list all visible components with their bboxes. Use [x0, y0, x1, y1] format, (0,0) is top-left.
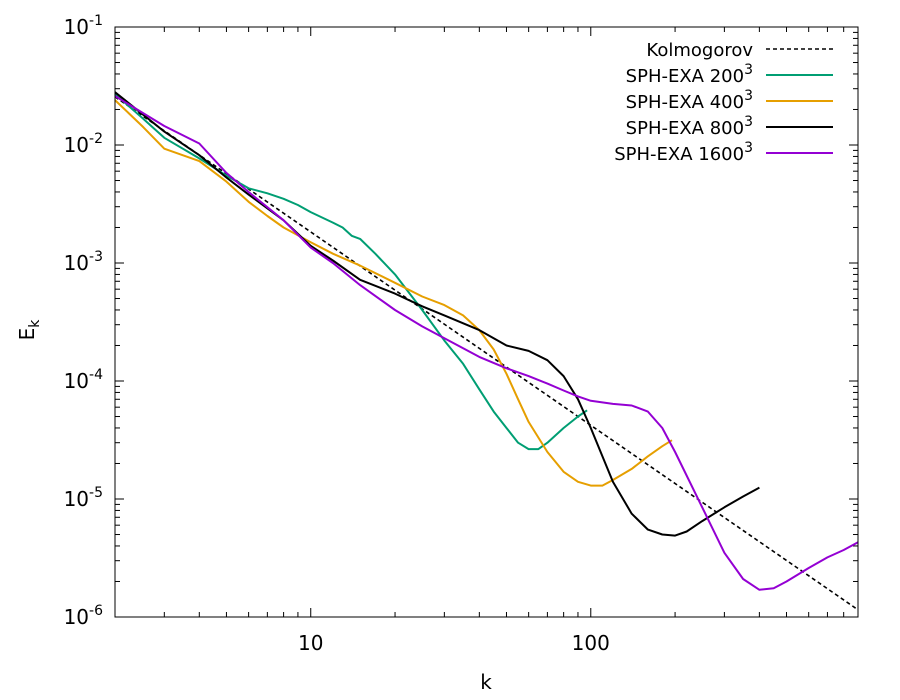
- y-tick-label-base: 10: [64, 15, 89, 39]
- y-tick-label-exp: -1: [89, 13, 103, 29]
- x-tick-label: 10: [298, 631, 323, 655]
- legend-label-sup: 3: [744, 88, 753, 104]
- x-tick-label: 100: [572, 631, 610, 655]
- legend-label-base: Kolmogorov: [646, 40, 753, 61]
- y-tick-label-exp: -5: [89, 485, 103, 501]
- legend-label-sph-exa-200-3: SPH-EXA 2003: [626, 62, 753, 87]
- y-tick-label: 10-4: [64, 367, 104, 393]
- y-axis-label: Ek: [15, 319, 43, 341]
- y-tick-label: 10-3: [64, 249, 103, 275]
- y-tick-label: 10-6: [64, 603, 104, 629]
- y-tick-label: 10-1: [64, 13, 103, 39]
- legend-label-sup: 3: [744, 140, 753, 156]
- y-tick-label-base: 10: [64, 605, 89, 629]
- y-tick-label-base: 10: [64, 133, 89, 157]
- legend-label-base: SPH-EXA 1600: [614, 144, 744, 165]
- legend-label-kolmogorov: Kolmogorov: [646, 40, 753, 61]
- series-line-sph-exa-400-3: [114, 99, 673, 487]
- y-tick-label: 10-5: [64, 485, 103, 511]
- plot-frame: [114, 26, 859, 618]
- y-tick-label-base: 10: [64, 369, 89, 393]
- legend-label-sup: 3: [744, 114, 753, 130]
- y-tick-label-base: 10: [64, 251, 89, 275]
- y-tick-label-exp: -4: [89, 367, 103, 383]
- y-tick-label: 10-2: [64, 131, 103, 157]
- series-lines: [114, 91, 859, 611]
- legend-label-base: SPH-EXA 400: [626, 92, 744, 113]
- y-tick-label-exp: -6: [89, 603, 103, 619]
- x-axis-label: k: [480, 670, 492, 694]
- y-tick-label-base: 10: [64, 487, 89, 511]
- legend-label-base: SPH-EXA 800: [626, 118, 744, 139]
- y-tick-label-exp: -3: [89, 249, 103, 265]
- legend-label-sph-exa-1600-3: SPH-EXA 16003: [614, 140, 753, 165]
- legend-label-sph-exa-800-3: SPH-EXA 8003: [626, 114, 753, 139]
- y-axis-label-base: E: [15, 328, 39, 341]
- y-tick-label-exp: -2: [89, 131, 103, 147]
- legend-label-sph-exa-400-3: SPH-EXA 4003: [626, 88, 753, 113]
- y-tick-labels: 10-110-210-310-410-510-6: [64, 13, 104, 629]
- series-line-sph-exa-200-3: [114, 93, 588, 451]
- x-tick-labels: 10 100: [298, 631, 610, 655]
- legend-label-base: SPH-EXA 200: [626, 66, 744, 87]
- legend-label-sup: 3: [744, 62, 753, 78]
- series-line-sph-exa-1600-3: [114, 95, 859, 591]
- y-axis-label-sub: k: [27, 319, 43, 328]
